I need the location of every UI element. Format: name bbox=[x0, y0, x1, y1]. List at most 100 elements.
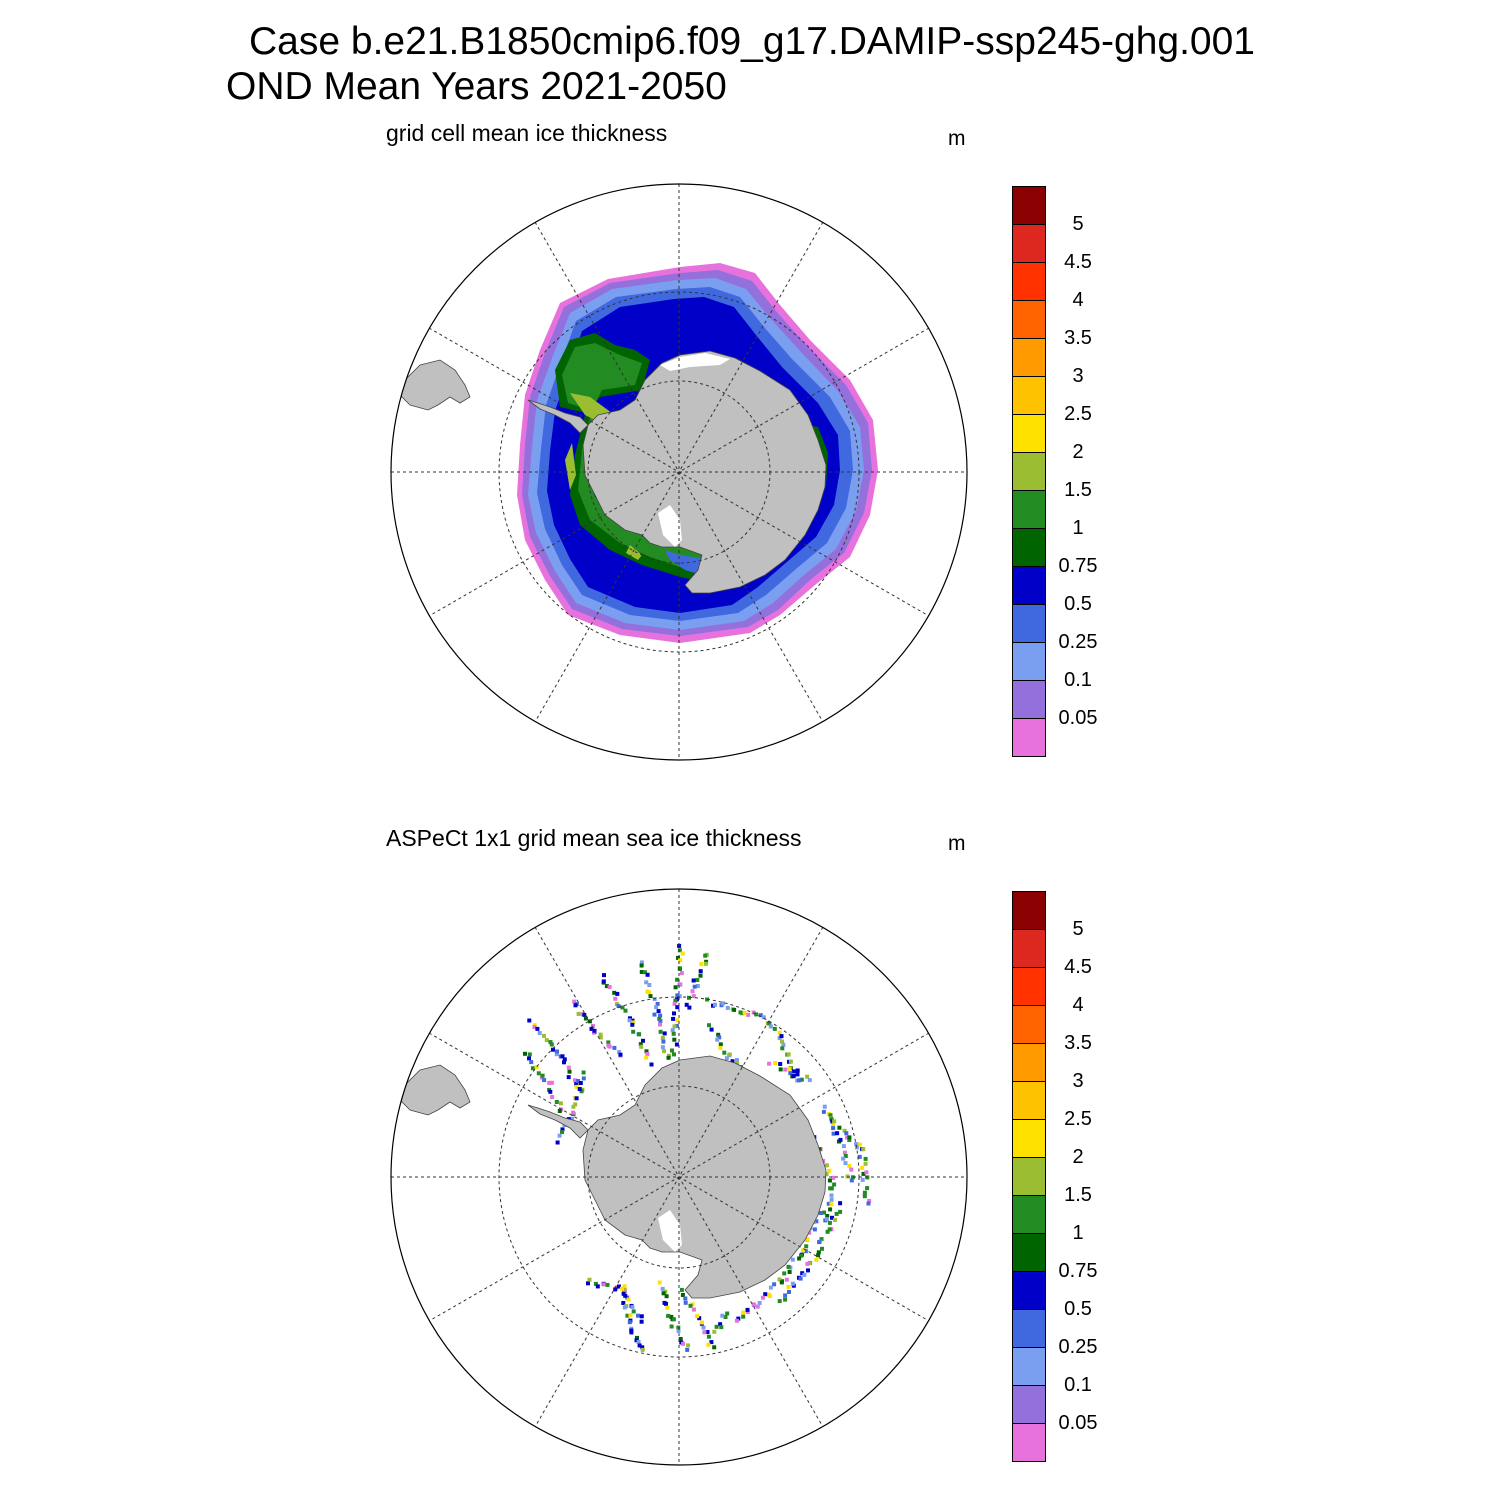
ice-obs-cell bbox=[678, 958, 683, 963]
panel-title: ASPeCt 1x1 grid mean sea ice thickness bbox=[386, 825, 802, 851]
ice-obs-cell bbox=[736, 1316, 741, 1321]
ice-obs-cell bbox=[805, 1261, 810, 1266]
ice-obs-cell bbox=[779, 1034, 784, 1039]
ice-obs-cell bbox=[835, 1131, 840, 1136]
ice-obs-cell bbox=[831, 1123, 836, 1128]
ice-obs-cell bbox=[604, 984, 609, 989]
ice-obs-cell bbox=[843, 1161, 848, 1166]
ice-obs-cell bbox=[691, 978, 696, 983]
ice-obs-cell bbox=[579, 1089, 584, 1094]
ice-obs-cell bbox=[672, 1052, 676, 1057]
ice-obs-cell bbox=[625, 1295, 630, 1300]
ice-obs-cell bbox=[825, 1229, 830, 1234]
ice-obs-cell bbox=[780, 1039, 784, 1044]
ice-obs-cell bbox=[760, 1295, 765, 1300]
ice-obs-cell bbox=[821, 1109, 826, 1114]
ice-obs-cell bbox=[799, 1077, 804, 1082]
ice-obs-cell bbox=[532, 1025, 537, 1030]
ice-obs-cell bbox=[555, 1049, 559, 1054]
ice-obs-cell bbox=[691, 1307, 696, 1312]
colorbar bbox=[1012, 186, 1046, 757]
ice-obs-cell bbox=[623, 1293, 628, 1298]
ice-obs-cell bbox=[727, 1052, 732, 1057]
ice-obs-cell bbox=[831, 1175, 836, 1180]
ice-obs-cell bbox=[829, 1197, 834, 1202]
ice-obs-cell bbox=[730, 1059, 735, 1064]
ice-obs-cell bbox=[812, 1227, 817, 1232]
ice-obs-cell bbox=[560, 1130, 564, 1135]
ice-obs-cell bbox=[768, 1285, 773, 1290]
ice-obs-cell bbox=[571, 1104, 576, 1109]
ice-obs-cell bbox=[807, 1078, 812, 1083]
ice-obs-cell bbox=[572, 999, 577, 1004]
colorbar-tick-label: 0.75 bbox=[1058, 1260, 1098, 1282]
ice-obs-cell bbox=[746, 1012, 751, 1017]
ice-obs-cell bbox=[636, 1313, 640, 1318]
ice-obs-cell bbox=[703, 953, 708, 958]
ice-obs-cell bbox=[664, 1294, 669, 1299]
ice-obs-cell bbox=[783, 1297, 788, 1302]
ice-obs-cell bbox=[781, 1042, 786, 1047]
colorbar-box bbox=[1012, 1005, 1046, 1043]
ice-obs-cell bbox=[828, 1113, 833, 1118]
ice-band-1.5 bbox=[562, 343, 816, 573]
ice-obs-cell bbox=[571, 1110, 576, 1115]
ice-obs-cell bbox=[698, 969, 703, 974]
ice-obs-cell bbox=[857, 1154, 862, 1159]
ice-obs-cell bbox=[861, 1171, 866, 1176]
unit-label: m bbox=[948, 832, 966, 855]
ice-obs-cell bbox=[829, 1193, 834, 1198]
ice-obs-cell bbox=[857, 1142, 862, 1147]
ice-obs-cell bbox=[627, 1018, 632, 1023]
ice-obs-cell bbox=[629, 1330, 634, 1335]
ice-obs-cell bbox=[570, 1116, 575, 1121]
ice-obs-cell bbox=[630, 1305, 635, 1309]
ice-obs-cell bbox=[867, 1198, 872, 1203]
ice-obs-cell bbox=[666, 1055, 671, 1060]
ice-obs-cell bbox=[647, 983, 652, 987]
ice-obs-cell bbox=[678, 1337, 683, 1341]
ice-obs-cell bbox=[834, 1211, 839, 1216]
ice-obs-cell bbox=[573, 1003, 578, 1008]
ice-obs-cell bbox=[523, 1051, 527, 1056]
ice-obs-cell bbox=[718, 1322, 723, 1327]
colorbar-box bbox=[1012, 1157, 1046, 1195]
ice-obs-cell bbox=[838, 1137, 843, 1142]
ice-obs-cell bbox=[658, 1029, 663, 1034]
ice-obs-cell bbox=[639, 963, 644, 968]
colorbar-box bbox=[1012, 262, 1046, 300]
panel-title: grid cell mean ice thickness bbox=[386, 120, 668, 146]
ice-obs-cell bbox=[692, 984, 697, 989]
ice-obs-cell bbox=[703, 961, 708, 966]
ice-obs-cell bbox=[767, 1294, 772, 1298]
colorbar-box bbox=[1012, 718, 1046, 757]
ice-obs-cell bbox=[864, 1170, 869, 1175]
ice-obs-cell bbox=[822, 1210, 826, 1215]
ice-shelf-ross bbox=[658, 1210, 682, 1252]
ice-obs-cell bbox=[648, 994, 653, 999]
ice-obs-cell bbox=[578, 1081, 583, 1085]
ice-obs-cell bbox=[825, 1214, 830, 1218]
ice-obs-cell bbox=[562, 1060, 566, 1065]
ice-obs-cell bbox=[847, 1164, 852, 1168]
ice-obs-cell bbox=[719, 1325, 724, 1330]
ice-obs-cell bbox=[818, 1211, 823, 1215]
ice-obs-cell bbox=[679, 1287, 684, 1292]
ice-obs-cell bbox=[822, 1104, 827, 1109]
ice-obs-cell bbox=[574, 1084, 579, 1089]
ice-obs-cell bbox=[592, 1028, 597, 1033]
ice-obs-cell bbox=[617, 1050, 622, 1054]
colorbar-box bbox=[1012, 338, 1046, 376]
ice-obs-cell bbox=[804, 1244, 809, 1249]
ice-obs-cell bbox=[676, 1328, 681, 1333]
ice-obs-cell bbox=[832, 1182, 837, 1187]
ice-obs-cell bbox=[791, 1074, 796, 1078]
ice-obs-cell bbox=[677, 994, 682, 999]
ice-obs-cell bbox=[661, 1291, 666, 1296]
ice-obs-cell bbox=[795, 1068, 800, 1073]
colorbar-box bbox=[1012, 642, 1046, 680]
ice-obs-cell bbox=[704, 959, 709, 964]
colorbar-box bbox=[1012, 186, 1046, 224]
ice-obs-cell bbox=[791, 1069, 796, 1074]
colorbar-box bbox=[1012, 490, 1046, 528]
